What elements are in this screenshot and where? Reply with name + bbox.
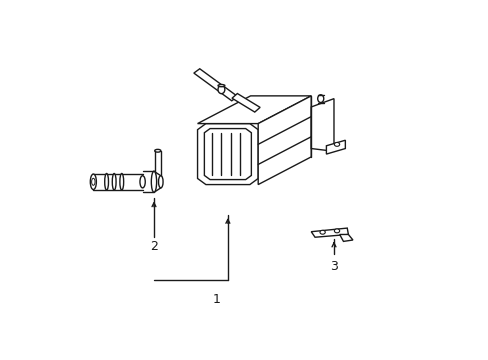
Polygon shape: [204, 129, 251, 180]
Polygon shape: [193, 69, 237, 101]
Text: 1: 1: [212, 293, 220, 306]
Polygon shape: [197, 96, 311, 123]
Ellipse shape: [218, 85, 224, 87]
Ellipse shape: [218, 85, 224, 94]
Polygon shape: [339, 234, 352, 242]
Polygon shape: [258, 96, 311, 185]
Ellipse shape: [140, 176, 145, 188]
Circle shape: [334, 143, 339, 146]
Polygon shape: [197, 123, 258, 185]
Ellipse shape: [91, 178, 95, 185]
Ellipse shape: [120, 174, 123, 190]
Text: 3: 3: [329, 260, 337, 273]
Ellipse shape: [104, 174, 108, 190]
Polygon shape: [311, 99, 333, 151]
Ellipse shape: [112, 174, 116, 190]
Ellipse shape: [317, 95, 323, 103]
Polygon shape: [310, 228, 347, 237]
Ellipse shape: [90, 174, 96, 190]
Ellipse shape: [158, 176, 163, 188]
Ellipse shape: [154, 149, 161, 152]
Ellipse shape: [151, 171, 156, 192]
Polygon shape: [231, 94, 260, 112]
Circle shape: [319, 230, 325, 234]
Circle shape: [334, 229, 339, 233]
Text: 2: 2: [150, 240, 158, 253]
Polygon shape: [326, 140, 345, 154]
